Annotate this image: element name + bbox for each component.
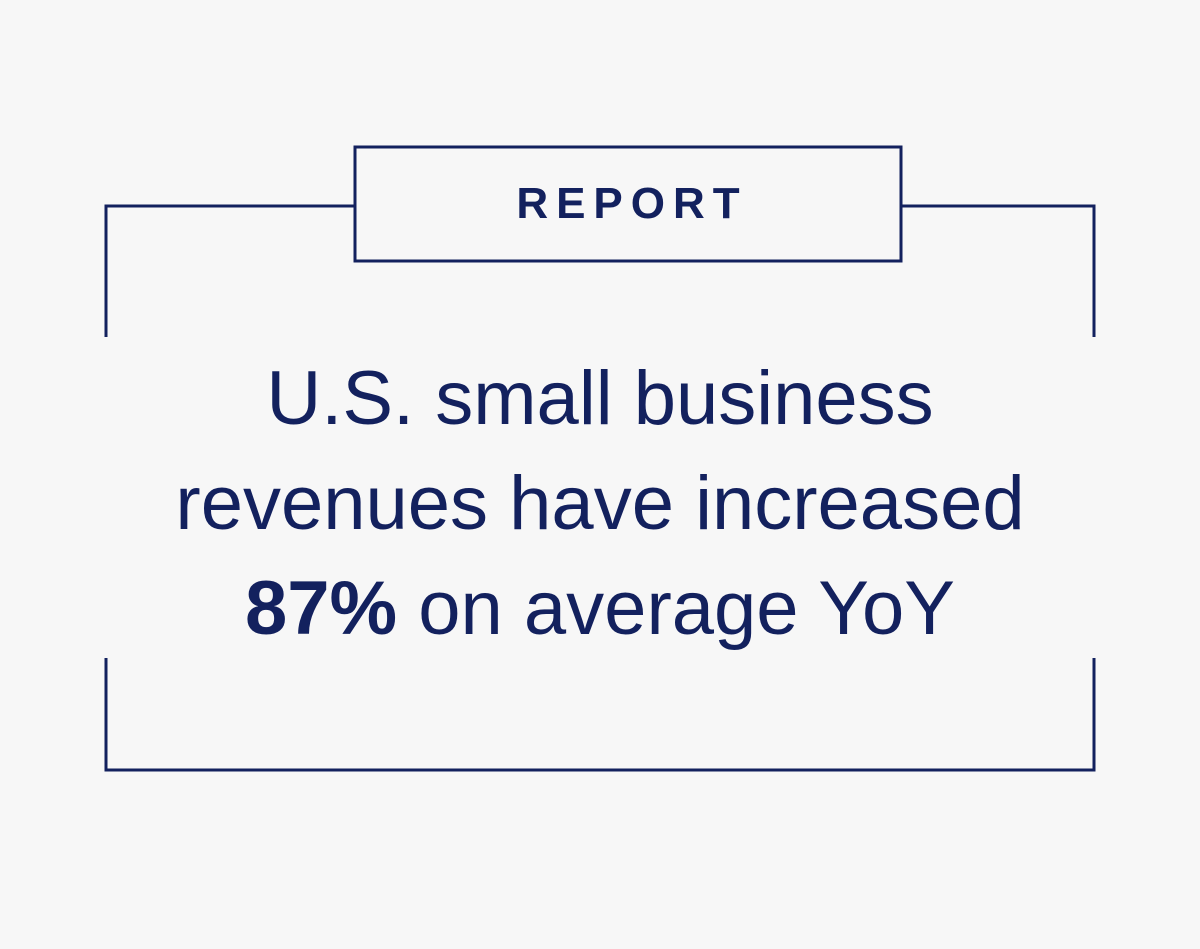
headline-line-3-rest: on average YoY [397, 566, 955, 651]
frame-top-left [104, 204, 355, 337]
frame-bottom [104, 658, 1096, 772]
report-label-box: REPORT [355, 147, 901, 261]
headline-stat: 87% [245, 566, 398, 651]
headline-line-2: revenues have increased [175, 461, 1025, 546]
headline-line-3: 87% on average YoY [110, 556, 1090, 661]
headline-line-1: U.S. small business [266, 356, 934, 441]
headline: U.S. small business revenues have increa… [110, 346, 1090, 661]
frame-top-right [901, 204, 1096, 337]
report-label: REPORT [516, 179, 748, 228]
label-box-border [353, 145, 903, 263]
